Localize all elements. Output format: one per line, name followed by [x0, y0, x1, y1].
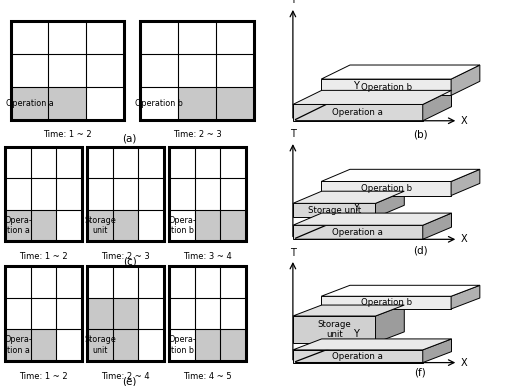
Text: (d): (d): [413, 246, 427, 256]
Text: Opera-
tion a: Opera- tion a: [4, 216, 32, 235]
Polygon shape: [293, 90, 452, 105]
Bar: [113, 329, 139, 361]
Polygon shape: [293, 105, 423, 121]
Polygon shape: [321, 169, 480, 181]
Text: Opera-
tion b: Opera- tion b: [168, 216, 196, 235]
Text: Operation b: Operation b: [135, 99, 183, 108]
Bar: [113, 210, 139, 241]
Polygon shape: [293, 339, 452, 350]
Text: X: X: [461, 234, 468, 244]
Bar: [87, 298, 113, 329]
Bar: [11, 21, 124, 120]
Text: Time: 1 ~ 2: Time: 1 ~ 2: [43, 130, 92, 139]
Bar: [87, 210, 113, 241]
Bar: [87, 266, 164, 361]
Bar: [216, 87, 254, 120]
Text: Storage
unit: Storage unit: [84, 216, 116, 235]
Bar: [87, 329, 113, 361]
Text: Time: 1 ~ 2: Time: 1 ~ 2: [20, 252, 68, 261]
Text: X: X: [461, 116, 468, 126]
Bar: [31, 329, 57, 361]
Bar: [87, 147, 164, 241]
Text: Operation a: Operation a: [332, 228, 383, 237]
Text: Time: 4 ~ 5: Time: 4 ~ 5: [184, 372, 232, 381]
Bar: [169, 266, 246, 361]
Polygon shape: [293, 203, 376, 217]
Polygon shape: [321, 296, 451, 309]
Text: Operation b: Operation b: [361, 184, 412, 193]
Text: Operation a: Operation a: [332, 352, 383, 361]
Text: Time: 1 ~ 2: Time: 1 ~ 2: [20, 372, 68, 381]
Text: (f): (f): [414, 367, 426, 378]
Polygon shape: [451, 65, 480, 95]
Text: Time: 2 ~ 4: Time: 2 ~ 4: [102, 372, 150, 381]
Polygon shape: [423, 90, 452, 121]
Polygon shape: [293, 316, 376, 343]
Text: Storage unit: Storage unit: [307, 206, 361, 215]
Text: T: T: [290, 129, 296, 139]
Bar: [11, 87, 49, 120]
Bar: [5, 329, 31, 361]
Bar: [113, 298, 139, 329]
Bar: [195, 210, 221, 241]
Text: Storage
unit: Storage unit: [84, 335, 116, 355]
Text: T: T: [290, 247, 296, 257]
Polygon shape: [293, 213, 452, 225]
Polygon shape: [423, 339, 452, 362]
Polygon shape: [293, 225, 423, 239]
Text: X: X: [461, 357, 468, 367]
Text: Storage
unit: Storage unit: [317, 320, 351, 339]
Text: Opera-
tion b: Opera- tion b: [168, 335, 196, 355]
Text: (e): (e): [122, 376, 137, 386]
Text: Y: Y: [353, 329, 359, 339]
Text: Opera-
tion a: Opera- tion a: [4, 335, 32, 355]
Polygon shape: [293, 305, 404, 316]
Text: Y: Y: [353, 203, 359, 213]
Bar: [5, 210, 31, 241]
Bar: [221, 329, 246, 361]
Polygon shape: [293, 191, 404, 203]
Bar: [5, 147, 82, 241]
Text: Y: Y: [353, 81, 359, 91]
Text: T: T: [290, 0, 296, 5]
Polygon shape: [376, 305, 404, 343]
Polygon shape: [321, 79, 451, 95]
Text: Operation b: Operation b: [361, 83, 412, 92]
Bar: [49, 87, 86, 120]
Text: Time: 2 ~ 3: Time: 2 ~ 3: [101, 252, 150, 261]
Bar: [140, 21, 254, 120]
Polygon shape: [321, 65, 480, 79]
Text: Time: 3 ~ 4: Time: 3 ~ 4: [183, 252, 232, 261]
Text: Operation a: Operation a: [332, 108, 383, 117]
Bar: [5, 266, 82, 361]
Text: Operation a: Operation a: [6, 99, 53, 108]
Polygon shape: [451, 169, 480, 196]
Polygon shape: [376, 191, 404, 217]
Bar: [178, 87, 216, 120]
Text: (c): (c): [123, 257, 136, 267]
Polygon shape: [293, 350, 423, 362]
Bar: [195, 329, 221, 361]
Text: Time: 2 ~ 3: Time: 2 ~ 3: [172, 130, 222, 139]
Text: (a): (a): [122, 133, 137, 143]
Text: Operation b: Operation b: [361, 298, 412, 307]
Bar: [221, 210, 246, 241]
Polygon shape: [451, 285, 480, 309]
Text: (b): (b): [413, 130, 427, 140]
Polygon shape: [321, 285, 480, 296]
Polygon shape: [321, 181, 451, 196]
Bar: [31, 210, 57, 241]
Polygon shape: [423, 213, 452, 239]
Bar: [169, 147, 246, 241]
